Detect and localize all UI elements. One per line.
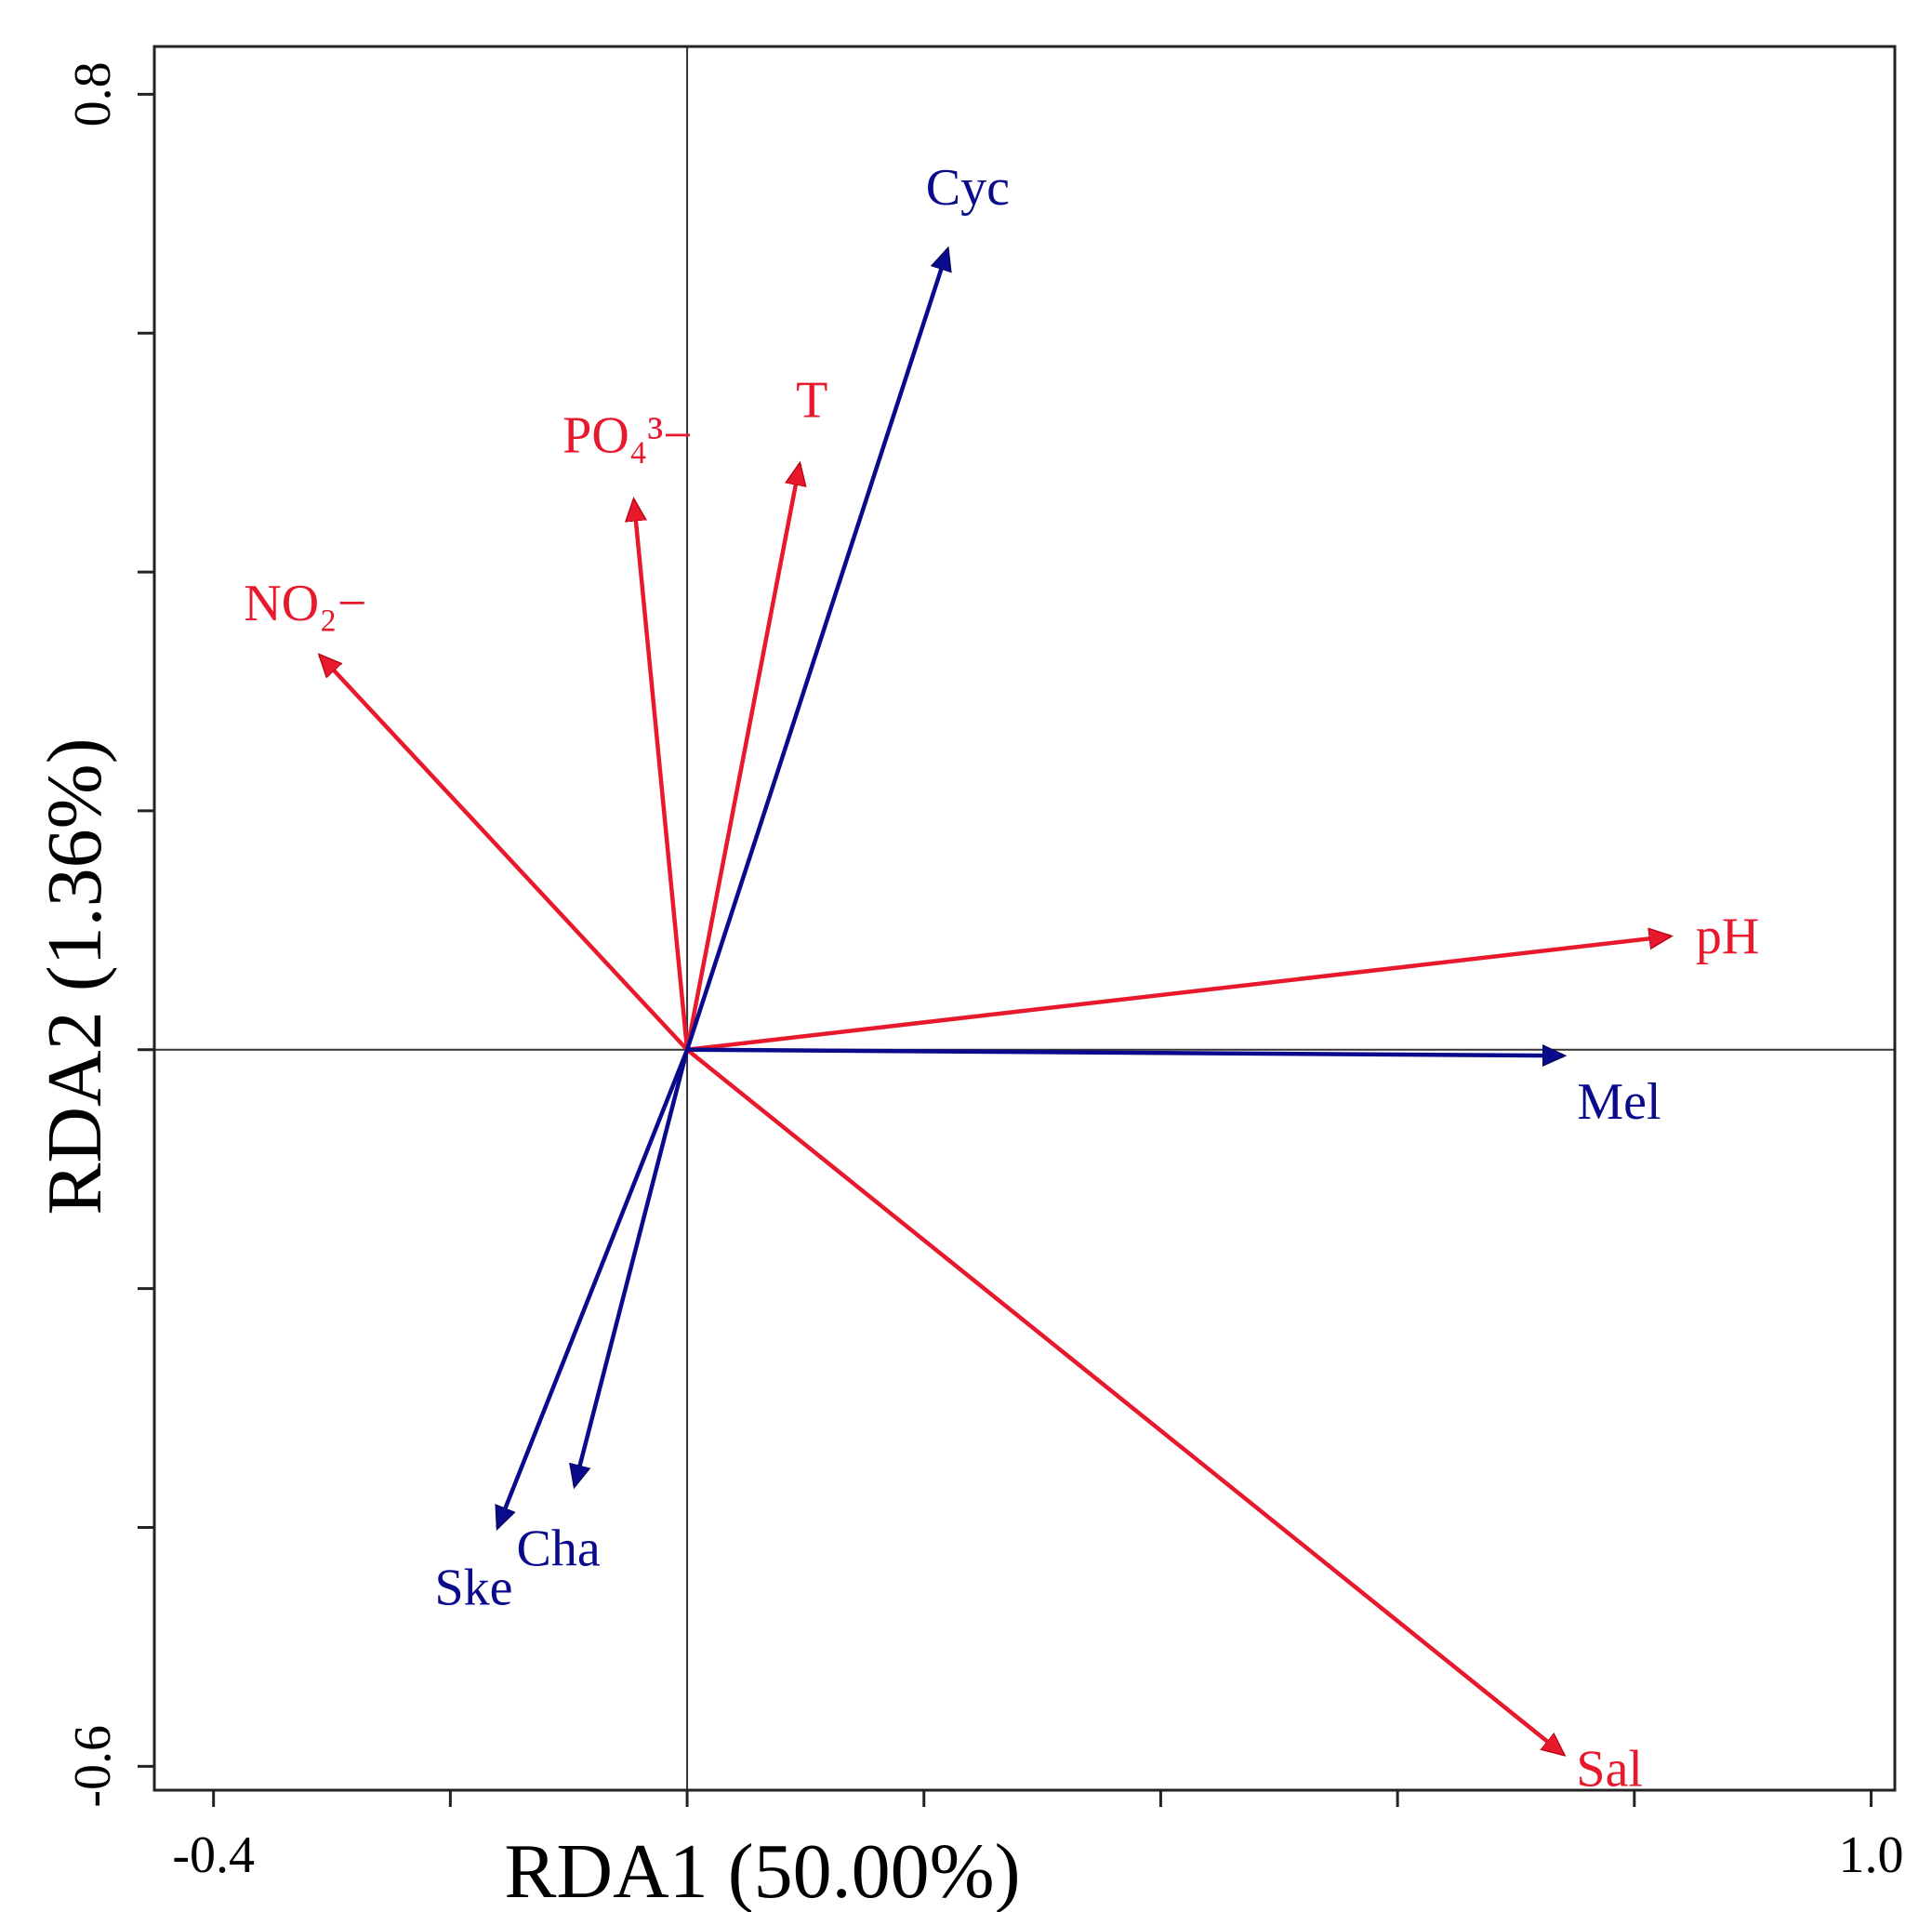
env-label-po: PO₄³− <box>562 406 692 464</box>
axis-lines <box>154 46 1895 1790</box>
species-vector-ske <box>497 1048 690 1528</box>
env-vector-sal <box>685 1048 1563 1755</box>
x-axis-ticks: -0.4 1.0 <box>172 1790 1904 1884</box>
y-axis-ticks: -0.6 0.8 <box>64 61 154 1808</box>
env-vector-no <box>320 656 689 1052</box>
env-label-ph: pH <box>1696 908 1759 965</box>
env-label-no: NO₂− <box>244 575 366 632</box>
y-axis-title: RDA2 (1.36%) <box>32 737 118 1215</box>
vectors <box>320 249 1670 1754</box>
species-label-cha: Cha <box>516 1520 600 1577</box>
species-vector-cyc <box>684 249 947 1051</box>
species-label-mel: Mel <box>1577 1073 1661 1131</box>
x-tick-label: 1.0 <box>1839 1826 1904 1884</box>
env-label-t: T <box>796 372 827 430</box>
y-tick-label: 0.8 <box>64 61 122 126</box>
species-label-cyc: Cyc <box>926 159 1010 217</box>
plot-frame <box>152 45 1897 1792</box>
x-axis-title: RDA1 (50.00%) <box>504 1828 1020 1912</box>
species-vector-mel <box>687 1050 1563 1056</box>
species-vector-cha <box>575 1049 690 1486</box>
y-tick-label: -0.6 <box>64 1725 122 1808</box>
env-vector-ph <box>686 936 1670 1053</box>
env-vector-t <box>684 464 800 1051</box>
env-vector-po <box>634 500 690 1050</box>
x-tick-label: -0.4 <box>172 1826 255 1884</box>
env-label-sal: Sal <box>1576 1740 1643 1798</box>
species-label-ske: Ske <box>434 1560 512 1617</box>
